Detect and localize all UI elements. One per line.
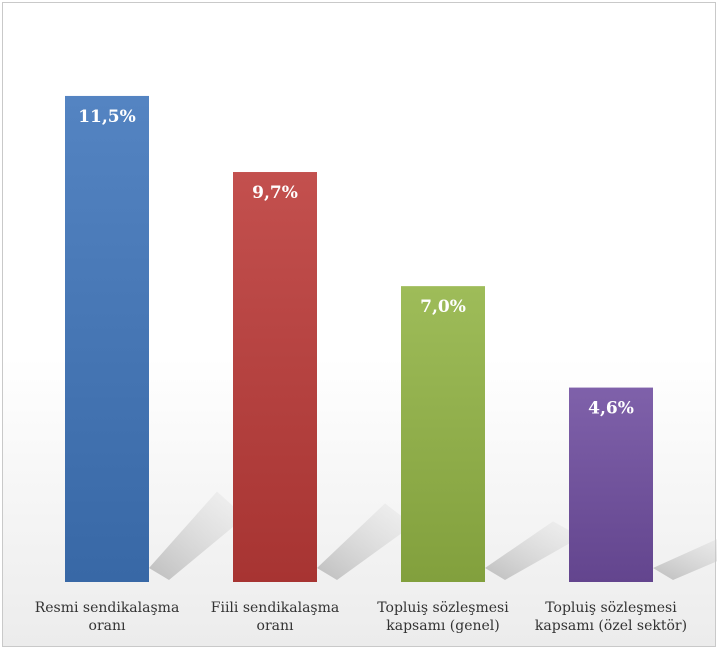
bar-value-label: 11,5% [78, 107, 136, 127]
category-label: Topluiş sözleşmesi [377, 600, 509, 616]
bar [401, 286, 485, 582]
bars [65, 95, 653, 582]
bar-shadow [653, 539, 717, 580]
bar [569, 387, 653, 582]
bar-chart: 11,5% 9,7% 7,0% 4,6% Resmi sendikalaşma oran… [35, 95, 717, 634]
bar-value-label: 7,0% [420, 297, 466, 317]
bar-shadow [485, 521, 581, 580]
category-label: Fiili sendikalaşma [211, 600, 339, 616]
category-label: Topluiş sözleşmesi [545, 600, 677, 616]
bar [233, 172, 317, 582]
bar [65, 95, 149, 582]
bar-value-label: 4,6% [588, 399, 634, 419]
category-label: kapsamı (özel sektör) [535, 618, 687, 634]
bar-shadow [149, 491, 245, 580]
bar-shadows [149, 491, 717, 580]
bar-value-label: 9,7% [252, 183, 298, 203]
category-label: oranı [89, 618, 126, 634]
category-label: oranı [257, 618, 294, 634]
category-label: kapsamı (genel) [386, 618, 499, 634]
bar-shadow [317, 503, 413, 580]
value-labels: 11,5% 9,7% 7,0% 4,6% [78, 107, 634, 419]
category-labels: Resmi sendikalaşma oranı Fiili sendikalaşm… [35, 600, 687, 634]
category-label: Resmi sendikalaşma [35, 600, 180, 616]
